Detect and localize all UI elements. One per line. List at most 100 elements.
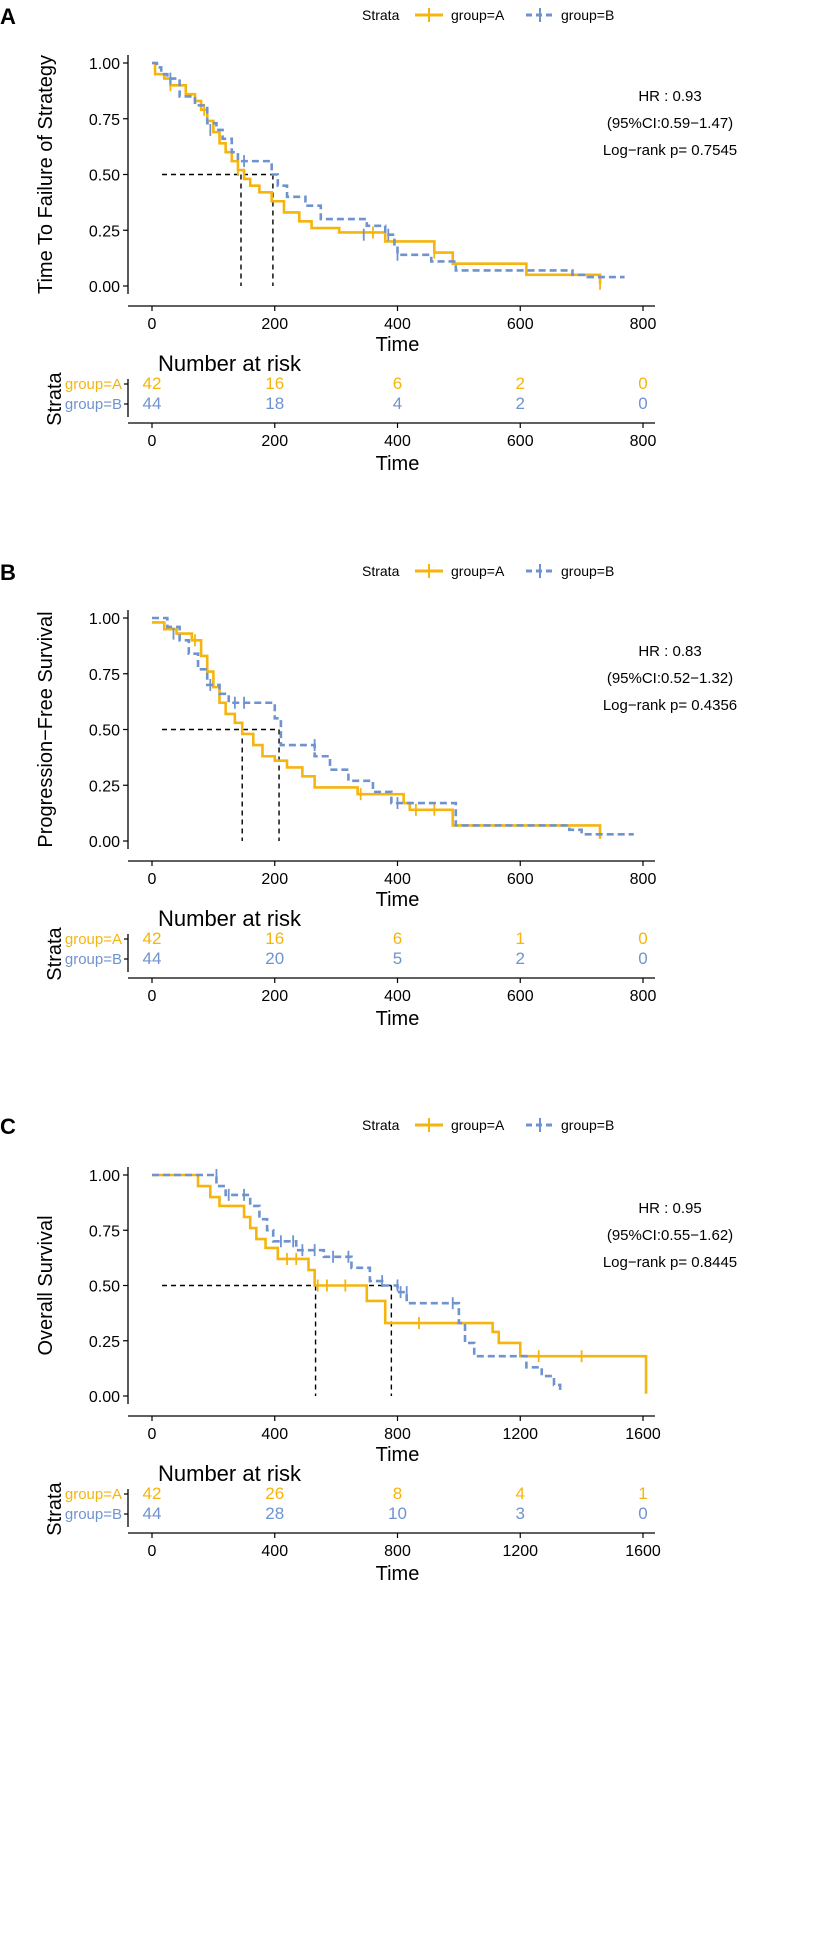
y-tick-label: 0.50 (89, 1279, 120, 1296)
legend-label-group-a: group=A (451, 1117, 505, 1133)
risk-table-title: Number at risk (158, 906, 302, 931)
km-panel-c: C Strata group=A group=B0.000.250.500.751.0… (0, 1114, 737, 1585)
risk-count: 28 (265, 1504, 284, 1523)
risk-count: 0 (638, 949, 647, 968)
risk-count: 16 (265, 374, 284, 393)
stats-annotation: HR : 0.93 (638, 88, 701, 105)
risk-x-tick-label: 1200 (502, 1543, 538, 1560)
x-tick-label: 400 (384, 316, 411, 333)
risk-table-title: Number at risk (158, 1461, 302, 1486)
x-tick-label: 800 (384, 1426, 411, 1443)
risk-strata-label: group=A (65, 931, 122, 948)
x-tick-label: 0 (148, 1426, 157, 1443)
x-tick-label: 800 (630, 316, 657, 333)
risk-y-axis-title: Strata (44, 371, 66, 425)
y-axis-title: Time To Failure of Strategy (35, 55, 57, 294)
risk-count: 4 (393, 394, 402, 413)
km-curve-group-a (152, 61, 602, 284)
risk-count: 0 (638, 1504, 647, 1523)
y-tick-label: 1.00 (89, 56, 120, 73)
legend: Strata group=A group=B (362, 7, 614, 23)
stats-annotation: HR : 0.95 (638, 1200, 701, 1217)
risk-count: 5 (393, 949, 402, 968)
risk-count: 26 (265, 1484, 284, 1503)
y-tick-label: 0.00 (89, 834, 120, 851)
y-tick-label: 0.25 (89, 778, 120, 795)
y-axis-title: Progression−Free Survival (35, 611, 57, 847)
risk-x-tick-label: 400 (384, 433, 411, 450)
risk-strata-label: group=B (65, 396, 122, 413)
risk-strata-label: group=B (65, 951, 122, 968)
risk-strata-label: group=B (65, 1506, 122, 1523)
km-panel-b: B Strata group=A group=B 0.00 0.25 0.50 0.75 1.0… (0, 560, 737, 1030)
risk-strata-label: group=A (65, 376, 122, 393)
legend-label-group-b: group=B (561, 563, 614, 579)
legend: Strata group=A group=B (362, 563, 614, 579)
risk-count: 6 (393, 374, 402, 393)
x-tick-label: 400 (261, 1426, 288, 1443)
risk-x-axis-title: Time (376, 453, 420, 475)
risk-x-tick-label: 0 (148, 433, 157, 450)
risk-count: 18 (265, 394, 284, 413)
y-tick-label: 0.25 (89, 223, 120, 240)
km-curve-group-a (152, 1173, 648, 1394)
x-axis-title: Time (376, 334, 420, 356)
risk-x-tick-label: 600 (507, 988, 534, 1005)
panel-label: B (0, 560, 16, 585)
y-axis-title: Overall Survival (35, 1215, 57, 1355)
risk-count: 2 (516, 949, 525, 968)
x-tick-label: 0 (148, 871, 157, 888)
risk-x-tick-label: 200 (261, 988, 288, 1005)
y-tick-label: 0.50 (89, 168, 120, 185)
risk-count: 6 (393, 929, 402, 948)
x-tick-label: 600 (507, 871, 534, 888)
x-tick-label: 800 (630, 871, 657, 888)
risk-count: 44 (143, 1504, 162, 1523)
risk-table-title: Number at risk (158, 351, 302, 376)
km-curve-group-b (152, 616, 634, 836)
stats-annotation: (95%CI:0.52−1.32) (607, 670, 733, 687)
y-tick-label: 0.50 (89, 723, 120, 740)
risk-x-tick-label: 800 (384, 1543, 411, 1560)
risk-count: 42 (143, 929, 162, 948)
stats-annotation: Log−rank p= 0.4356 (603, 697, 737, 714)
risk-y-axis-title: Strata (44, 1481, 66, 1535)
stats-annotation: Log−rank p= 0.8445 (603, 1254, 737, 1271)
stats-annotation: (95%CI:0.55−1.62) (607, 1227, 733, 1244)
km-panel-a: A Strata group=A group=B0.000.250.500.751.0… (0, 4, 737, 475)
x-tick-label: 0 (148, 316, 157, 333)
legend-label-group-b: group=B (561, 1117, 614, 1133)
legend-label-group-a: group=A (451, 563, 505, 579)
stats-annotation: HR : 0.83 (638, 643, 701, 660)
y-tick-label: 0.00 (89, 279, 120, 296)
risk-x-axis-title: Time (376, 1563, 420, 1585)
risk-count: 44 (143, 949, 162, 968)
x-tick-label: 600 (507, 316, 534, 333)
risk-count: 10 (388, 1504, 407, 1523)
legend-title: Strata (362, 7, 400, 23)
legend-title: Strata (362, 563, 400, 579)
risk-count: 0 (638, 929, 647, 948)
risk-x-tick-label: 200 (261, 433, 288, 450)
risk-count: 0 (638, 374, 647, 393)
risk-count: 42 (143, 374, 162, 393)
risk-count: 16 (265, 929, 284, 948)
y-tick-label: 0.75 (89, 112, 120, 129)
km-curve-group-b (152, 1173, 562, 1392)
x-axis-title: Time (376, 889, 420, 911)
risk-count: 0 (638, 394, 647, 413)
risk-x-tick-label: 800 (630, 433, 657, 450)
risk-strata-label: group=A (65, 1486, 122, 1503)
risk-count: 8 (393, 1484, 402, 1503)
risk-x-tick-label: 0 (148, 1543, 157, 1560)
risk-count: 1 (638, 1484, 647, 1503)
risk-x-axis-title: Time (376, 1008, 420, 1030)
y-tick-label: 0.75 (89, 667, 120, 684)
risk-count: 2 (516, 394, 525, 413)
y-tick-label: 1.00 (89, 611, 120, 628)
risk-x-tick-label: 0 (148, 988, 157, 1005)
km-curve-group-a (152, 621, 602, 839)
